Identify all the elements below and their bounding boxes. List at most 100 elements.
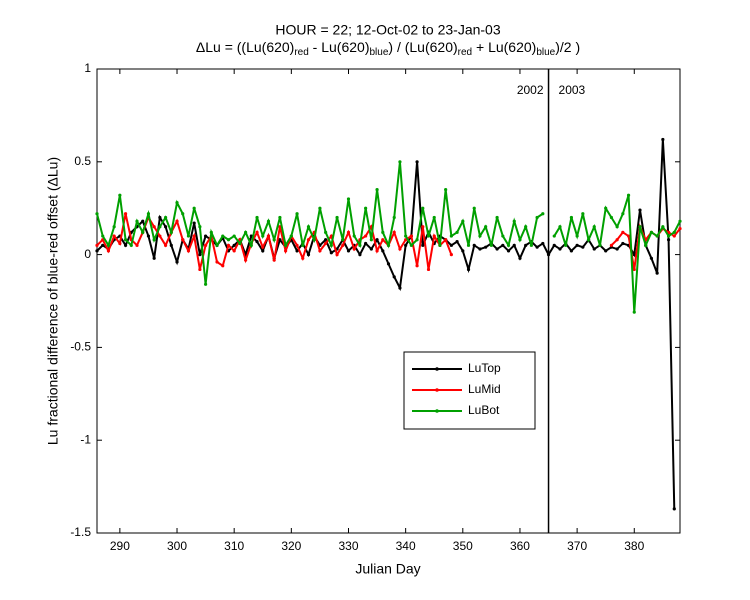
plot-area — [96, 68, 681, 534]
data-point — [255, 215, 259, 220]
data-point — [221, 234, 225, 238]
x-tick-label: 320 — [281, 539, 301, 553]
data-point — [626, 234, 631, 238]
data-point — [421, 225, 425, 229]
data-point — [295, 249, 299, 253]
data-point — [244, 230, 248, 234]
data-point — [392, 275, 396, 279]
data-point — [569, 215, 574, 220]
data-point — [461, 249, 465, 253]
data-point — [666, 234, 671, 238]
data-point — [398, 247, 402, 251]
data-point — [529, 243, 533, 247]
data-point — [226, 238, 231, 242]
y-tick-label: 0.5 — [74, 154, 91, 168]
data-point — [123, 238, 128, 242]
data-point — [152, 225, 156, 229]
data-point — [215, 260, 219, 264]
data-point — [203, 243, 208, 247]
data-point — [306, 253, 311, 257]
data-point — [209, 230, 213, 234]
data-point — [341, 243, 345, 247]
data-point — [324, 241, 328, 246]
data-point — [558, 225, 562, 229]
subscript: blue — [536, 47, 555, 58]
data-point — [232, 234, 236, 238]
data-point — [575, 243, 579, 247]
data-point — [546, 253, 551, 257]
data-point — [169, 230, 173, 234]
data-point — [163, 243, 168, 247]
data-point — [255, 230, 259, 234]
data-point — [541, 212, 545, 216]
data-point — [163, 225, 168, 229]
x-tick-label: 330 — [338, 539, 358, 553]
data-point — [672, 234, 676, 238]
data-point — [158, 234, 162, 238]
data-point — [524, 225, 528, 229]
data-point — [181, 238, 185, 242]
data-point — [524, 243, 528, 247]
data-point — [318, 249, 322, 253]
data-point — [123, 243, 128, 247]
data-point — [426, 234, 431, 238]
data-point — [444, 188, 448, 192]
data-point — [364, 241, 368, 246]
data-point — [324, 238, 328, 242]
data-point — [478, 234, 482, 238]
data-point — [501, 243, 505, 247]
y-tick-label: 1 — [84, 61, 91, 75]
data-point — [306, 238, 311, 242]
data-point — [261, 245, 265, 249]
data-point — [272, 258, 276, 262]
data-point — [512, 219, 516, 223]
data-point — [638, 225, 642, 229]
data-point — [466, 267, 471, 272]
x-tick-label: 300 — [167, 539, 187, 553]
data-point — [518, 256, 522, 260]
data-point — [432, 234, 436, 238]
y-tick-label: 0 — [84, 247, 91, 261]
data-point — [249, 243, 253, 247]
data-point — [386, 262, 391, 266]
data-point — [198, 253, 202, 257]
data-point — [192, 221, 196, 225]
data-point — [512, 243, 516, 247]
data-point — [301, 256, 305, 260]
data-point — [506, 243, 511, 247]
data-point — [626, 193, 631, 197]
data-point — [484, 225, 488, 229]
data-point — [192, 234, 196, 238]
data-point — [255, 240, 259, 244]
data-point — [335, 215, 339, 220]
data-point — [381, 249, 385, 253]
data-point — [375, 238, 379, 242]
data-point — [644, 243, 648, 247]
data-point — [632, 310, 636, 314]
x-tick-label: 310 — [224, 539, 244, 553]
data-point — [352, 247, 356, 251]
data-point — [581, 212, 585, 216]
data-point — [266, 234, 271, 238]
data-point — [655, 271, 659, 275]
data-point — [158, 215, 162, 220]
data-point — [352, 234, 356, 238]
data-point — [244, 258, 248, 262]
data-point — [135, 219, 139, 223]
data-point — [346, 249, 351, 253]
data-point — [564, 243, 568, 247]
data-point — [672, 507, 676, 511]
data-point — [672, 230, 676, 234]
data-point — [101, 243, 105, 247]
data-point — [609, 243, 614, 247]
legend-marker — [435, 367, 439, 371]
data-point — [375, 188, 379, 192]
data-point — [112, 225, 116, 229]
data-point — [118, 241, 122, 246]
data-point — [312, 238, 316, 242]
data-point — [392, 230, 396, 234]
data-point — [295, 212, 299, 216]
data-point — [232, 249, 236, 253]
data-point — [175, 260, 179, 264]
data-point — [346, 197, 351, 201]
